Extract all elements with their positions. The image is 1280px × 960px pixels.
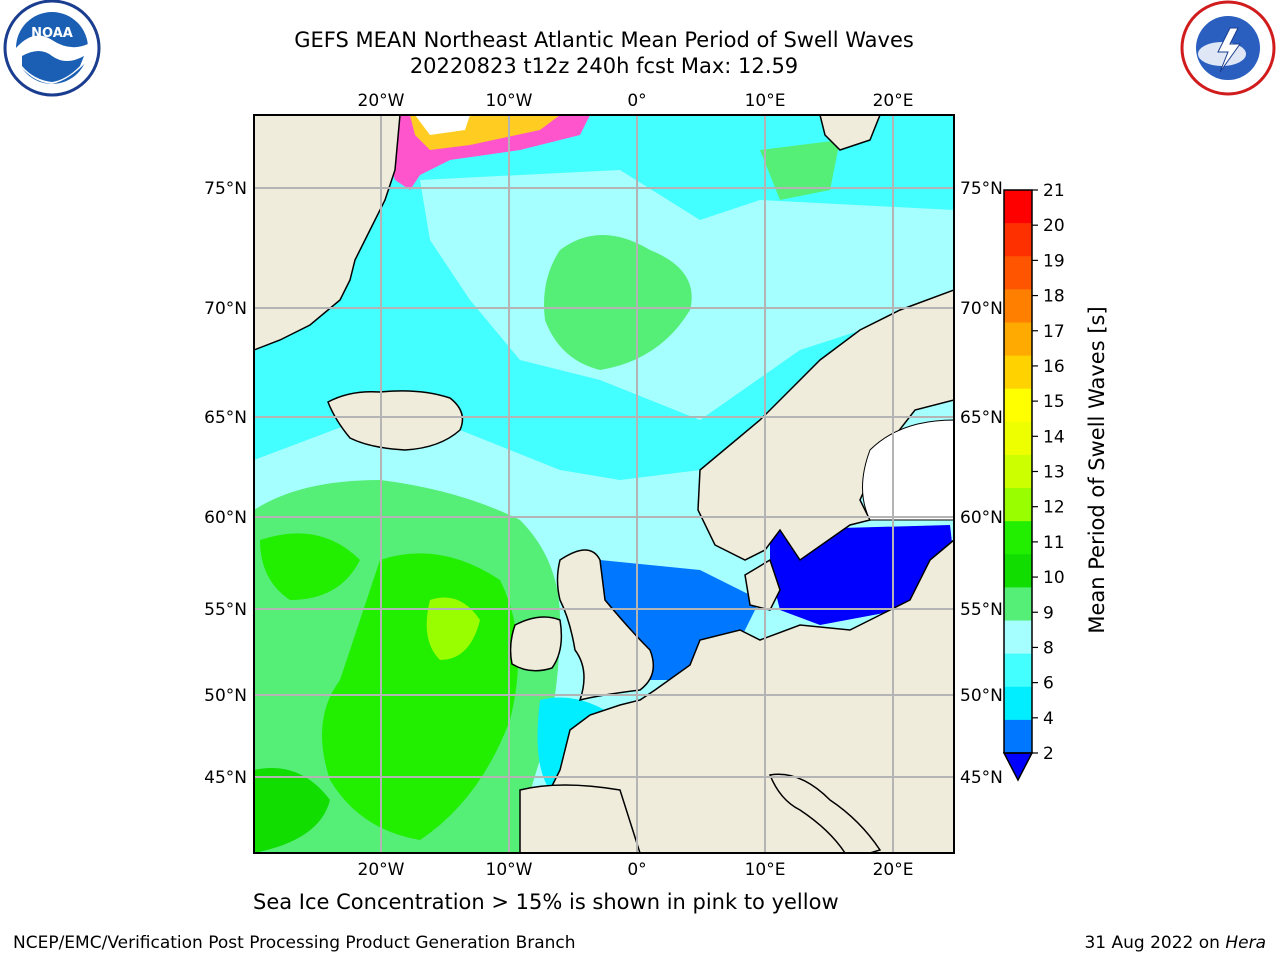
colorbar-swatch xyxy=(1004,355,1032,390)
lon-labels-bottom: 20°W 10°W 0° 10°E 20°E xyxy=(358,860,914,880)
colorbar-tick-label: 10 xyxy=(1043,568,1065,588)
ocean-period-10-11-a xyxy=(260,533,360,600)
great-britain xyxy=(556,549,655,702)
colorbar-tick-label: 20 xyxy=(1043,216,1065,236)
colorbar-tick-label: 9 xyxy=(1043,603,1054,623)
colorbar-tick-label: 21 xyxy=(1043,181,1065,201)
lat-label-left: 75°N xyxy=(204,179,247,199)
graticule xyxy=(254,115,954,853)
lat-label-right: 60°N xyxy=(960,508,1003,528)
footer-machine: Hera xyxy=(1225,933,1266,953)
lat-labels-right: 75°N 70°N 65°N 60°N 55°N 50°N 45°N xyxy=(960,179,1003,788)
map-title: GEFS MEAN Northeast Atlantic Mean Period… xyxy=(294,28,914,52)
colorbar-swatch xyxy=(1004,256,1032,290)
lon-label-bottom: 10°W xyxy=(486,860,533,880)
ocean-period-9-10-north xyxy=(544,235,692,370)
colorbar-swatch xyxy=(1004,190,1032,224)
lat-label-right: 50°N xyxy=(960,686,1003,706)
lon-label-bottom: 20°W xyxy=(358,860,405,880)
footer-date: 31 Aug 2022 on xyxy=(1084,933,1220,953)
lat-label-right: 75°N xyxy=(960,179,1003,199)
national-weather-service-logo xyxy=(1180,0,1276,96)
colorbar-tick-label: 19 xyxy=(1043,251,1065,271)
map-field xyxy=(254,115,954,853)
colorbar-label: Mean Period of Swell Waves [s] xyxy=(1085,306,1109,634)
greenland xyxy=(254,115,401,351)
colorbar-swatch xyxy=(1004,554,1032,588)
colorbar-swatch xyxy=(1004,686,1032,721)
lon-label-top: 20°W xyxy=(358,91,405,111)
baltic-sea xyxy=(770,525,954,625)
colorbar: 21 20 19 18 17 16 15 14 13 12 11 10 9 8 6 4 2 xyxy=(1002,181,1065,782)
lat-label-left: 65°N xyxy=(204,408,247,428)
ocean-period-12 xyxy=(426,597,480,660)
colorbar-swatch xyxy=(1004,388,1032,423)
svalbard xyxy=(819,115,881,151)
noaa-logo: NOAA xyxy=(3,0,101,97)
lat-label-right: 65°N xyxy=(960,408,1003,428)
lat-labels-left: 75°N 70°N 65°N 60°N 55°N 50°N 45°N xyxy=(204,179,247,788)
colorbar-swatch xyxy=(1004,289,1032,323)
footer-timestamp: 31 Aug 2022 on Hera xyxy=(1084,933,1266,953)
lon-label-bottom: 0° xyxy=(627,860,646,880)
lon-label-top: 0° xyxy=(627,91,646,111)
colorbar-swatch xyxy=(1004,454,1032,489)
colorbar-tick-label: 13 xyxy=(1043,463,1065,483)
lat-label-right: 70°N xyxy=(960,299,1003,319)
colorbar-min-extension xyxy=(1002,752,1034,782)
colorbar-tick-label: 2 xyxy=(1043,744,1054,764)
colorbar-swatch xyxy=(1004,488,1032,522)
colorbar-tick-label: 18 xyxy=(1043,287,1065,307)
colorbar-tick-label: 16 xyxy=(1043,357,1065,377)
colorbar-swatch xyxy=(1004,521,1032,555)
footer-producer: NCEP/EMC/Verification Post Processing Pr… xyxy=(13,933,576,953)
italy xyxy=(768,773,882,853)
colorbar-swatch xyxy=(1004,719,1032,754)
colorbar-swatch xyxy=(1004,620,1032,655)
map-frame xyxy=(253,114,955,854)
lat-label-left: 50°N xyxy=(204,686,247,706)
lat-label-left: 55°N xyxy=(204,600,247,620)
lon-label-bottom: 10°E xyxy=(745,860,786,880)
lat-label-left: 60°N xyxy=(204,508,247,528)
sea-ice-core xyxy=(415,115,470,135)
colorbar-swatch xyxy=(1004,421,1032,456)
colorbar-swatch xyxy=(1004,587,1032,622)
colorbar-tick-label: 14 xyxy=(1043,427,1065,447)
colorbar-tick-label: 17 xyxy=(1043,322,1065,342)
map-subtitle: 20220823 t12z 240h fcst Max: 12.59 xyxy=(409,54,799,78)
lat-label-left: 45°N xyxy=(204,768,247,788)
lat-label-right: 45°N xyxy=(960,768,1003,788)
lon-labels-top: 20°W 10°W 0° 10°E 20°E xyxy=(358,91,914,111)
ocean-period-10-11-c xyxy=(254,768,330,853)
colorbar-tick-label: 12 xyxy=(1043,498,1065,518)
colorbar-swatch xyxy=(1004,223,1032,257)
colorbar-tick-label: 15 xyxy=(1043,392,1065,412)
colorbar-swatch xyxy=(1004,653,1032,688)
ocean-period-9-10-ne xyxy=(760,140,840,200)
colorbar-tick-label: 4 xyxy=(1043,709,1054,729)
sweden-finland-masked xyxy=(862,419,954,521)
ireland xyxy=(509,616,563,672)
colorbar-tick-label: 6 xyxy=(1043,674,1054,694)
lon-label-top: 10°W xyxy=(486,91,533,111)
colorbar-tick-label: 11 xyxy=(1043,533,1065,553)
svg-text:NOAA: NOAA xyxy=(31,26,73,41)
lat-label-left: 70°N xyxy=(204,299,247,319)
sea-ice-caption: Sea Ice Concentration > 15% is shown in … xyxy=(253,890,839,914)
lon-label-top: 20°E xyxy=(873,91,914,111)
colorbar-tick-label: 8 xyxy=(1043,638,1054,658)
lat-label-right: 55°N xyxy=(960,600,1003,620)
lon-label-bottom: 20°E xyxy=(873,860,914,880)
iberian-peninsula xyxy=(519,784,641,853)
lon-label-top: 10°E xyxy=(745,91,786,111)
colorbar-swatch xyxy=(1004,322,1032,357)
